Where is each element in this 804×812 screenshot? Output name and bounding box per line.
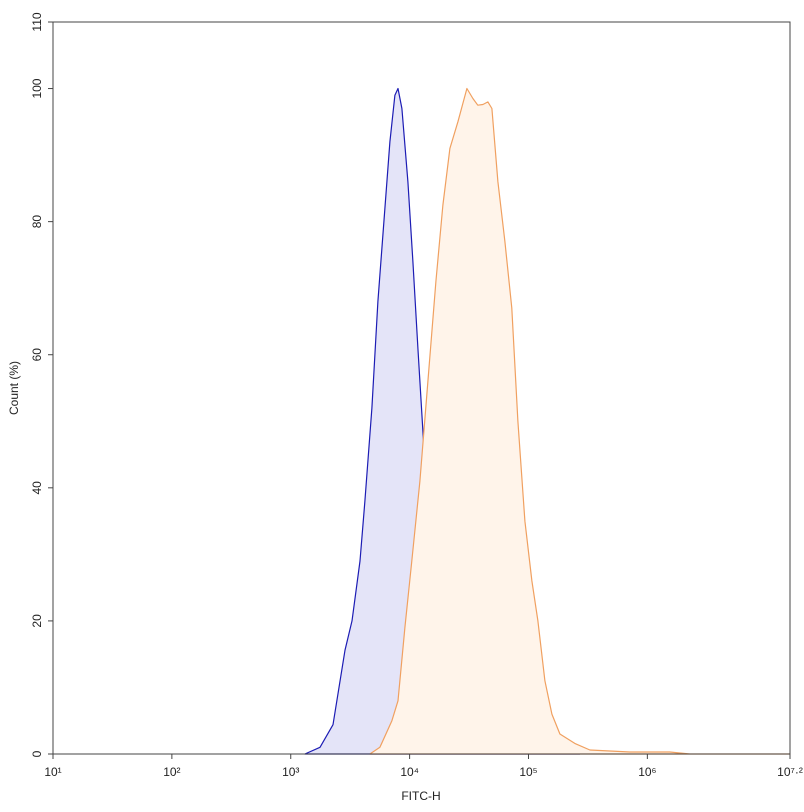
- x-tick-label: 10⁴: [400, 765, 419, 779]
- y-axis-label: Count (%): [7, 361, 21, 415]
- x-tick-label: 10²: [163, 765, 180, 779]
- y-tick-label: 100: [30, 78, 44, 98]
- x-tick-label: 10⁵: [519, 765, 537, 779]
- y-tick-label: 110: [30, 12, 44, 31]
- area-series: [369, 87, 791, 755]
- y-tick-label: 20: [30, 614, 44, 628]
- y-tick-label: 40: [30, 481, 44, 495]
- y-tick-label: 60: [30, 348, 44, 362]
- x-axis-label: FITC-H: [401, 789, 440, 803]
- x-tick-label: 10⁷·²: [777, 765, 803, 779]
- y-tick-label: 0: [30, 750, 44, 757]
- y-tick-label: 80: [30, 215, 44, 229]
- x-tick-label: 10¹: [44, 765, 61, 779]
- x-tick-label: 10⁶: [638, 765, 656, 779]
- x-tick-label: 10³: [282, 765, 299, 779]
- plot-frame: [52, 21, 791, 755]
